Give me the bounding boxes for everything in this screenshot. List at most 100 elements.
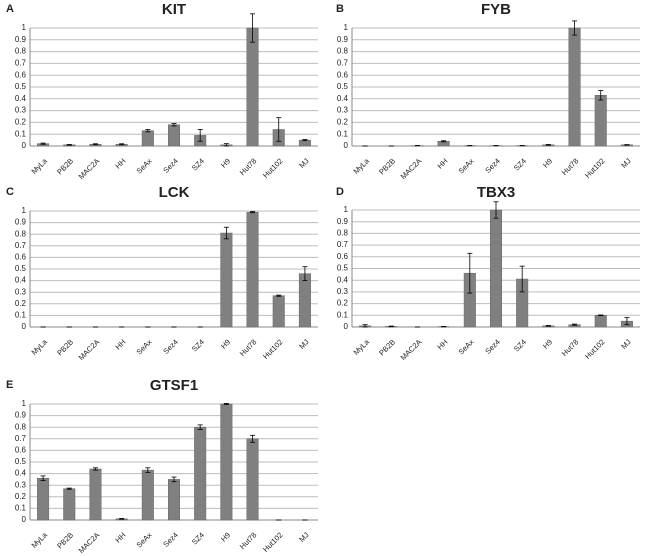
error-bar — [362, 324, 368, 328]
x-tick-label: Sez4 — [161, 337, 179, 355]
error-bar — [493, 201, 499, 219]
y-tick-label: 0.7 — [15, 241, 27, 250]
y-tick-label: 1 — [22, 23, 27, 32]
x-tick-label: H9 — [219, 530, 232, 543]
x-tick-label: Hut102 — [261, 337, 284, 360]
error-bar — [40, 142, 46, 145]
error-bar — [598, 90, 604, 101]
x-tick-label: MyLa — [352, 337, 372, 357]
error-bar — [388, 325, 394, 328]
y-tick-label: 0.7 — [15, 59, 27, 68]
x-tick-label: MJ — [297, 156, 311, 170]
bar — [594, 95, 607, 147]
x-tick-label: SZ4 — [190, 156, 206, 172]
y-tick-label: 0.1 — [15, 504, 27, 513]
bar — [298, 273, 311, 328]
x-tick-label: H9 — [219, 156, 232, 169]
y-tick-label: 0.5 — [15, 264, 27, 273]
x-tick-label: MAC2A — [399, 156, 424, 181]
x-tick-label: MJ — [297, 337, 311, 351]
y-tick-label: 1 — [22, 399, 27, 408]
x-tick-label: HH — [113, 530, 127, 544]
y-tick-label: 0 — [22, 141, 27, 150]
x-tick-label: PB2B — [55, 530, 75, 550]
x-tick-label: MyLa — [30, 337, 50, 357]
y-tick-label: 0.3 — [15, 480, 27, 489]
error-bar — [223, 403, 229, 405]
error-bar — [223, 226, 229, 240]
x-tick-label: H9 — [541, 337, 554, 350]
x-tick-label: Hut102 — [261, 530, 284, 553]
error-bar — [250, 434, 256, 443]
error-bar — [545, 325, 551, 327]
y-tick-label: 0.5 — [15, 82, 27, 91]
x-tick-label: MyLa — [352, 156, 372, 176]
bar — [594, 315, 607, 328]
error-bar — [250, 13, 256, 43]
x-tick-label: Sez4 — [161, 530, 179, 548]
x-tick-label: SeAx — [135, 156, 154, 175]
x-tick-label: MAC2A — [77, 337, 102, 362]
y-tick-label: 0.2 — [337, 299, 349, 308]
y-tick-label: 0.8 — [337, 47, 349, 56]
y-tick-label: 1 — [344, 23, 349, 32]
x-tick-label: MAC2A — [77, 156, 102, 181]
error-bar — [276, 117, 282, 142]
error-bar — [145, 129, 151, 133]
x-tick-label: Sez4 — [161, 156, 179, 174]
y-tick-label: 0.6 — [337, 252, 349, 261]
y-tick-label: 0.6 — [15, 446, 27, 455]
y-tick-label: 0.5 — [15, 457, 27, 466]
error-bar — [572, 20, 578, 36]
error-bar — [145, 467, 151, 473]
x-tick-label: SZ4 — [190, 530, 206, 546]
error-bar — [276, 294, 282, 297]
error-bar — [197, 129, 203, 142]
bar — [246, 438, 259, 521]
panel-label: E — [6, 379, 13, 391]
error-bar — [302, 139, 308, 142]
x-tick-label: PB2B — [377, 337, 397, 357]
y-tick-label: 0.9 — [15, 411, 27, 420]
x-tick-label: SZ4 — [190, 337, 206, 353]
error-bar — [545, 144, 551, 146]
y-tick-label: 0 — [22, 515, 27, 524]
chart-title: KIT — [162, 1, 186, 18]
chart-title: LCK — [159, 184, 190, 201]
y-tick-label: 0.3 — [337, 287, 349, 296]
x-tick-label: SeAx — [457, 156, 476, 175]
x-tick-label: H9 — [541, 156, 554, 169]
x-tick-label: Sez4 — [483, 337, 501, 355]
x-tick-label: Hut78 — [238, 337, 259, 358]
bar — [141, 469, 154, 521]
y-tick-label: 0 — [344, 322, 349, 331]
chart-title: TBX3 — [477, 184, 515, 201]
bar — [37, 477, 50, 521]
error-bar — [66, 144, 72, 146]
x-tick-label: HH — [113, 337, 127, 351]
error-bar — [467, 252, 473, 294]
error-bar — [171, 123, 177, 127]
error-bar — [572, 323, 578, 326]
bar — [63, 488, 76, 521]
x-tick-label: MJ — [297, 530, 311, 544]
y-tick-label: 0.5 — [337, 264, 349, 273]
error-bar — [302, 266, 308, 282]
y-tick-label: 0.8 — [337, 229, 349, 238]
panel-label: B — [336, 3, 344, 15]
y-tick-label: 0.6 — [337, 70, 349, 79]
x-tick-label: Hut78 — [560, 337, 581, 358]
y-tick-label: 0.1 — [15, 129, 27, 138]
x-tick-label: PB2B — [377, 156, 397, 176]
y-tick-label: 0.9 — [337, 35, 349, 44]
error-bar — [519, 265, 525, 293]
y-tick-label: 0.3 — [15, 287, 27, 296]
y-tick-label: 0.9 — [15, 35, 27, 44]
error-bar — [624, 317, 630, 326]
y-tick-label: 1 — [22, 206, 27, 215]
y-tick-label: 0.8 — [15, 229, 27, 238]
y-tick-label: 0.6 — [15, 70, 27, 79]
x-tick-label: MyLa — [30, 156, 50, 176]
y-tick-label: 0.4 — [337, 94, 349, 103]
x-tick-label: Hut102 — [583, 156, 606, 179]
